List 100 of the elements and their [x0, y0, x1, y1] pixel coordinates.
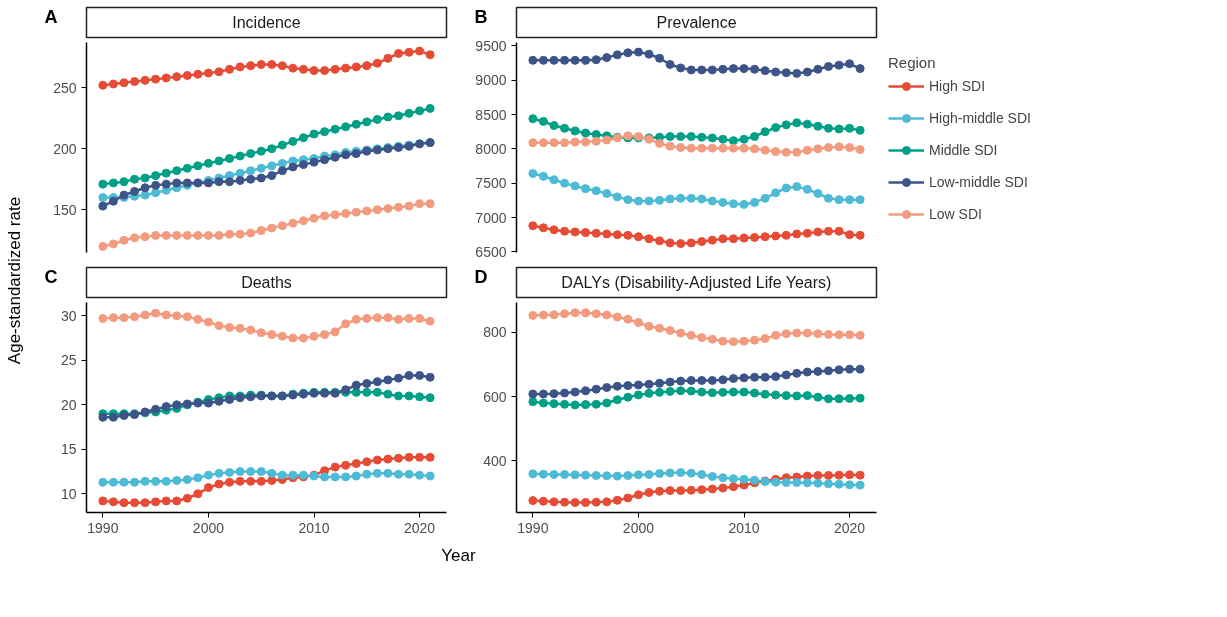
point — [277, 61, 287, 71]
point — [372, 455, 382, 465]
point — [591, 399, 601, 409]
point — [140, 75, 150, 85]
point — [140, 190, 150, 200]
point — [707, 196, 717, 206]
point — [161, 230, 171, 240]
point — [792, 118, 802, 128]
point — [697, 333, 707, 343]
point — [393, 49, 403, 58]
point — [612, 471, 622, 481]
chart-title: Deaths — [241, 274, 292, 291]
point — [823, 479, 833, 489]
point — [151, 308, 161, 318]
point — [225, 64, 235, 74]
point — [246, 61, 256, 71]
point — [760, 232, 770, 242]
point — [193, 314, 203, 324]
point — [214, 321, 224, 331]
point — [845, 59, 855, 69]
x-tick-label: 2010 — [728, 519, 760, 536]
point — [728, 234, 738, 244]
point — [845, 364, 855, 374]
point — [372, 387, 382, 397]
point — [372, 58, 382, 68]
y-axis-title: Age-standardized rate — [5, 196, 24, 365]
point — [855, 145, 865, 155]
point — [739, 474, 749, 484]
point — [235, 175, 245, 185]
point — [172, 496, 182, 506]
point — [845, 230, 855, 240]
point — [750, 64, 760, 74]
point — [528, 114, 538, 124]
point — [644, 196, 654, 206]
point — [802, 391, 812, 401]
point — [686, 386, 696, 396]
point — [246, 228, 256, 238]
point — [728, 143, 738, 153]
point — [98, 314, 108, 324]
point — [686, 238, 696, 248]
point — [182, 475, 192, 485]
point — [697, 470, 707, 479]
point — [330, 462, 340, 472]
point — [718, 134, 728, 144]
point — [665, 194, 675, 204]
point — [570, 126, 580, 136]
point — [425, 103, 435, 113]
point — [665, 468, 675, 478]
point — [528, 55, 538, 65]
point — [602, 310, 612, 320]
point — [686, 193, 696, 203]
text: C — [44, 266, 58, 287]
point — [256, 163, 266, 173]
point — [750, 232, 760, 242]
point — [330, 124, 340, 134]
point — [591, 129, 601, 139]
point — [372, 377, 382, 387]
point — [538, 138, 548, 148]
point — [834, 394, 844, 404]
point — [676, 63, 686, 73]
point — [612, 230, 622, 240]
point — [298, 160, 308, 170]
point — [665, 59, 675, 69]
point — [570, 387, 580, 397]
point — [750, 372, 760, 382]
point — [570, 137, 580, 147]
point — [415, 452, 425, 462]
point — [845, 195, 855, 205]
point — [591, 470, 601, 480]
point — [415, 392, 425, 402]
point — [351, 380, 361, 390]
point — [140, 498, 150, 508]
point — [330, 210, 340, 220]
point — [267, 223, 277, 233]
point — [182, 163, 192, 173]
point — [246, 467, 256, 477]
point — [771, 231, 781, 241]
point — [383, 313, 393, 323]
point — [362, 61, 372, 71]
point — [246, 149, 256, 159]
point — [612, 312, 622, 322]
point — [193, 230, 203, 240]
point — [362, 378, 372, 388]
point — [341, 122, 351, 132]
point — [425, 316, 435, 326]
point — [570, 181, 580, 191]
point — [362, 314, 372, 324]
point — [792, 147, 802, 157]
point — [140, 173, 150, 183]
point — [161, 310, 171, 320]
point — [119, 498, 129, 508]
point — [686, 330, 696, 340]
point — [362, 387, 372, 397]
point — [728, 136, 738, 146]
point — [288, 218, 298, 228]
point — [119, 313, 129, 323]
point — [855, 330, 865, 340]
point — [750, 144, 760, 154]
y-tick-label: 8500 — [475, 106, 507, 123]
text: A — [44, 6, 58, 27]
